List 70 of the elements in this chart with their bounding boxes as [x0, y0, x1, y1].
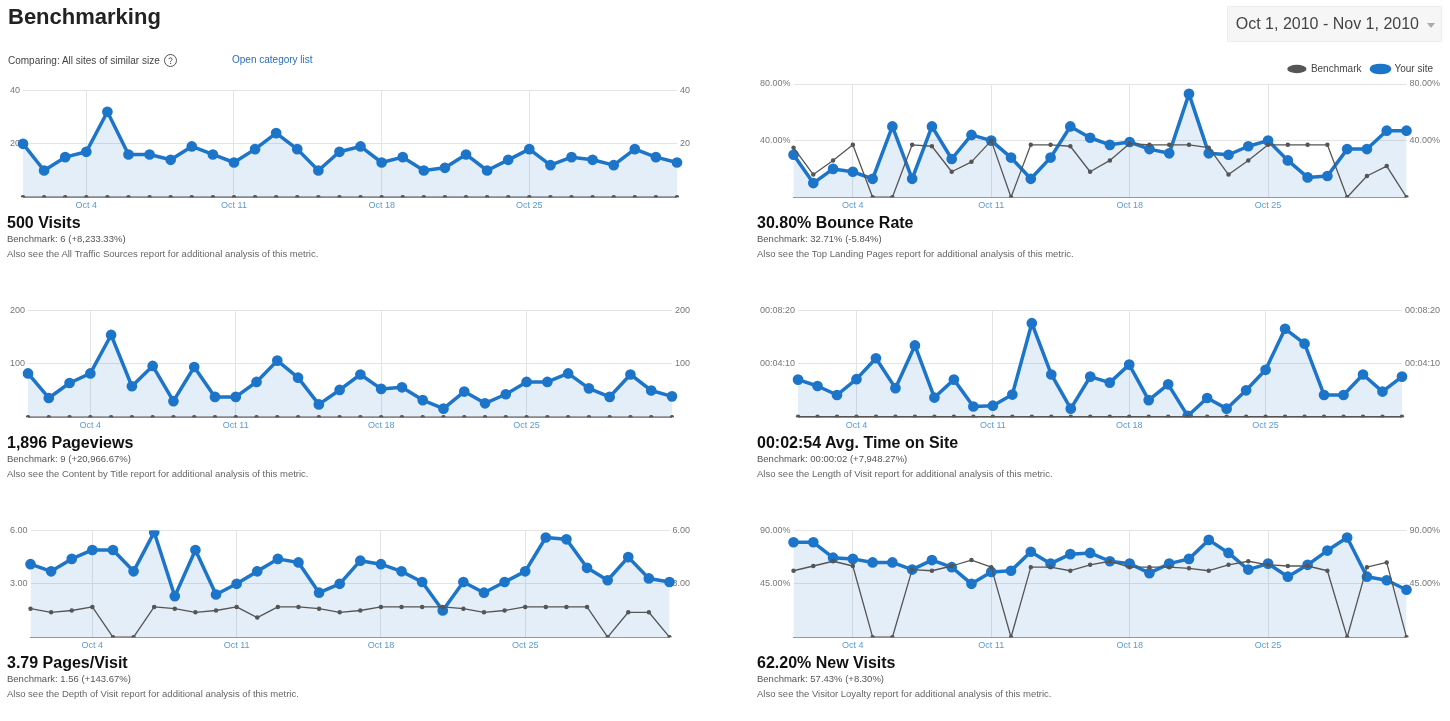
- text: Also see the Length of Visit report for additional analysis of this metric.: [757, 468, 1053, 480]
- x-tick-label: Oct 25: [1254, 640, 1282, 651]
- y-tick-label: 6.00: [9, 524, 28, 535]
- text: Benchmark: 6 (+8,233.33%): [7, 233, 127, 245]
- y2-tick-label: 00:04:10: [1404, 358, 1441, 369]
- y-tick-label: 80.00%: [759, 78, 791, 89]
- text: 62.20% New Visits: [757, 654, 897, 672]
- text: Benchmark: 32.71% (-5.84%): [757, 233, 883, 245]
- text: Also see the Depth of Visit report for additional analysis of this metric.: [7, 688, 299, 700]
- legend-label: Your site: [1394, 62, 1434, 74]
- x-tick-label: Oct 4: [81, 640, 104, 651]
- x-tick-label: Oct 4: [845, 420, 868, 431]
- y2-tick-label: 40: [679, 84, 690, 95]
- text: Also see the Visitor Loyalty report for additional analysis of this metric.: [757, 688, 1052, 700]
- y2-tick-label: 00:08:20: [1404, 304, 1441, 315]
- text: 30.80% Bounce Rate: [757, 214, 915, 232]
- y2-tick-label: 40.00%: [1409, 135, 1441, 146]
- y2-tick-label: 45.00%: [1409, 578, 1441, 589]
- y2-tick-label: 200: [674, 304, 691, 315]
- x-tick-label: Oct 18: [1115, 420, 1143, 431]
- y-tick-label: 40.00%: [759, 135, 791, 146]
- text: Open category list: [232, 54, 313, 65]
- y-tick-label: 00:04:10: [759, 358, 796, 369]
- y-tick-label: 3.00: [9, 578, 28, 589]
- text: 3.79 Pages/Visit: [7, 654, 129, 672]
- x-tick-label: Oct 25: [1252, 420, 1279, 431]
- x-tick-label: Oct 18: [368, 200, 395, 211]
- text: 1,896 Pageviews: [7, 434, 135, 452]
- x-tick-label: Oct 25: [516, 200, 543, 211]
- x-tick-label: Oct 11: [222, 420, 249, 431]
- x-tick-label: Oct 4: [75, 200, 98, 211]
- text: Also see the All Traffic Sources report for additional analysis of this metric.: [7, 248, 319, 260]
- x-tick-label: Oct 11: [978, 200, 1005, 211]
- text: Benchmark: 9 (+20,966.67%): [7, 453, 132, 465]
- x-tick-label: Oct 25: [513, 420, 540, 431]
- x-tick-label: Oct 18: [367, 420, 395, 431]
- text: Benchmark: 57.43% (+8.30%): [757, 673, 885, 685]
- y2-tick-label: 80.00%: [1409, 78, 1441, 89]
- y-tick-label: 100: [9, 358, 26, 369]
- y2-tick-label: 100: [674, 358, 691, 369]
- x-tick-label: Oct 18: [367, 640, 395, 651]
- text: Benchmark: 00:00:02 (+7,948.27%): [757, 453, 909, 465]
- x-tick-label: Oct 18: [1116, 640, 1143, 651]
- x-tick-label: Oct 4: [842, 200, 864, 211]
- y2-tick-label: 90.00%: [1409, 524, 1441, 535]
- x-tick-label: Oct 18: [1116, 200, 1143, 211]
- x-tick-label: Oct 25: [1254, 200, 1282, 211]
- x-tick-label: Oct 11: [979, 420, 1006, 431]
- y-tick-label: 00:08:20: [759, 304, 796, 315]
- y2-tick-label: 6.00: [672, 524, 691, 535]
- text: Oct 1, 2010 - Nov 1, 2010: [1235, 15, 1419, 32]
- y-tick-label: 90.00%: [759, 524, 791, 535]
- x-tick-label: Oct 11: [978, 640, 1005, 651]
- text: 500 Visits: [7, 214, 82, 232]
- x-tick-label: Oct 25: [511, 640, 539, 651]
- legend-label: Benchmark: [1310, 62, 1363, 74]
- text: 00:02:54 Avg. Time on Site: [757, 434, 960, 452]
- text: Also see the Top Landing Pages report for additional analysis of this metric.: [757, 248, 1074, 260]
- text: Benchmarking: [8, 4, 161, 30]
- y-tick-label: 40: [10, 84, 21, 95]
- text: Comparing: All sites of similar size: [8, 55, 160, 66]
- x-tick-label: Oct 11: [221, 200, 247, 211]
- text: Benchmark: 1.56 (+143.67%): [7, 673, 132, 685]
- y-tick-label: 200: [9, 304, 26, 315]
- text: Also see the Content by Title report for additional analysis of this metric.: [7, 468, 309, 480]
- y2-tick-label: 20: [679, 138, 690, 149]
- x-tick-label: Oct 4: [79, 420, 102, 431]
- x-tick-label: Oct 11: [223, 640, 250, 651]
- y-tick-label: 45.00%: [759, 578, 791, 589]
- x-tick-label: Oct 4: [842, 640, 864, 651]
